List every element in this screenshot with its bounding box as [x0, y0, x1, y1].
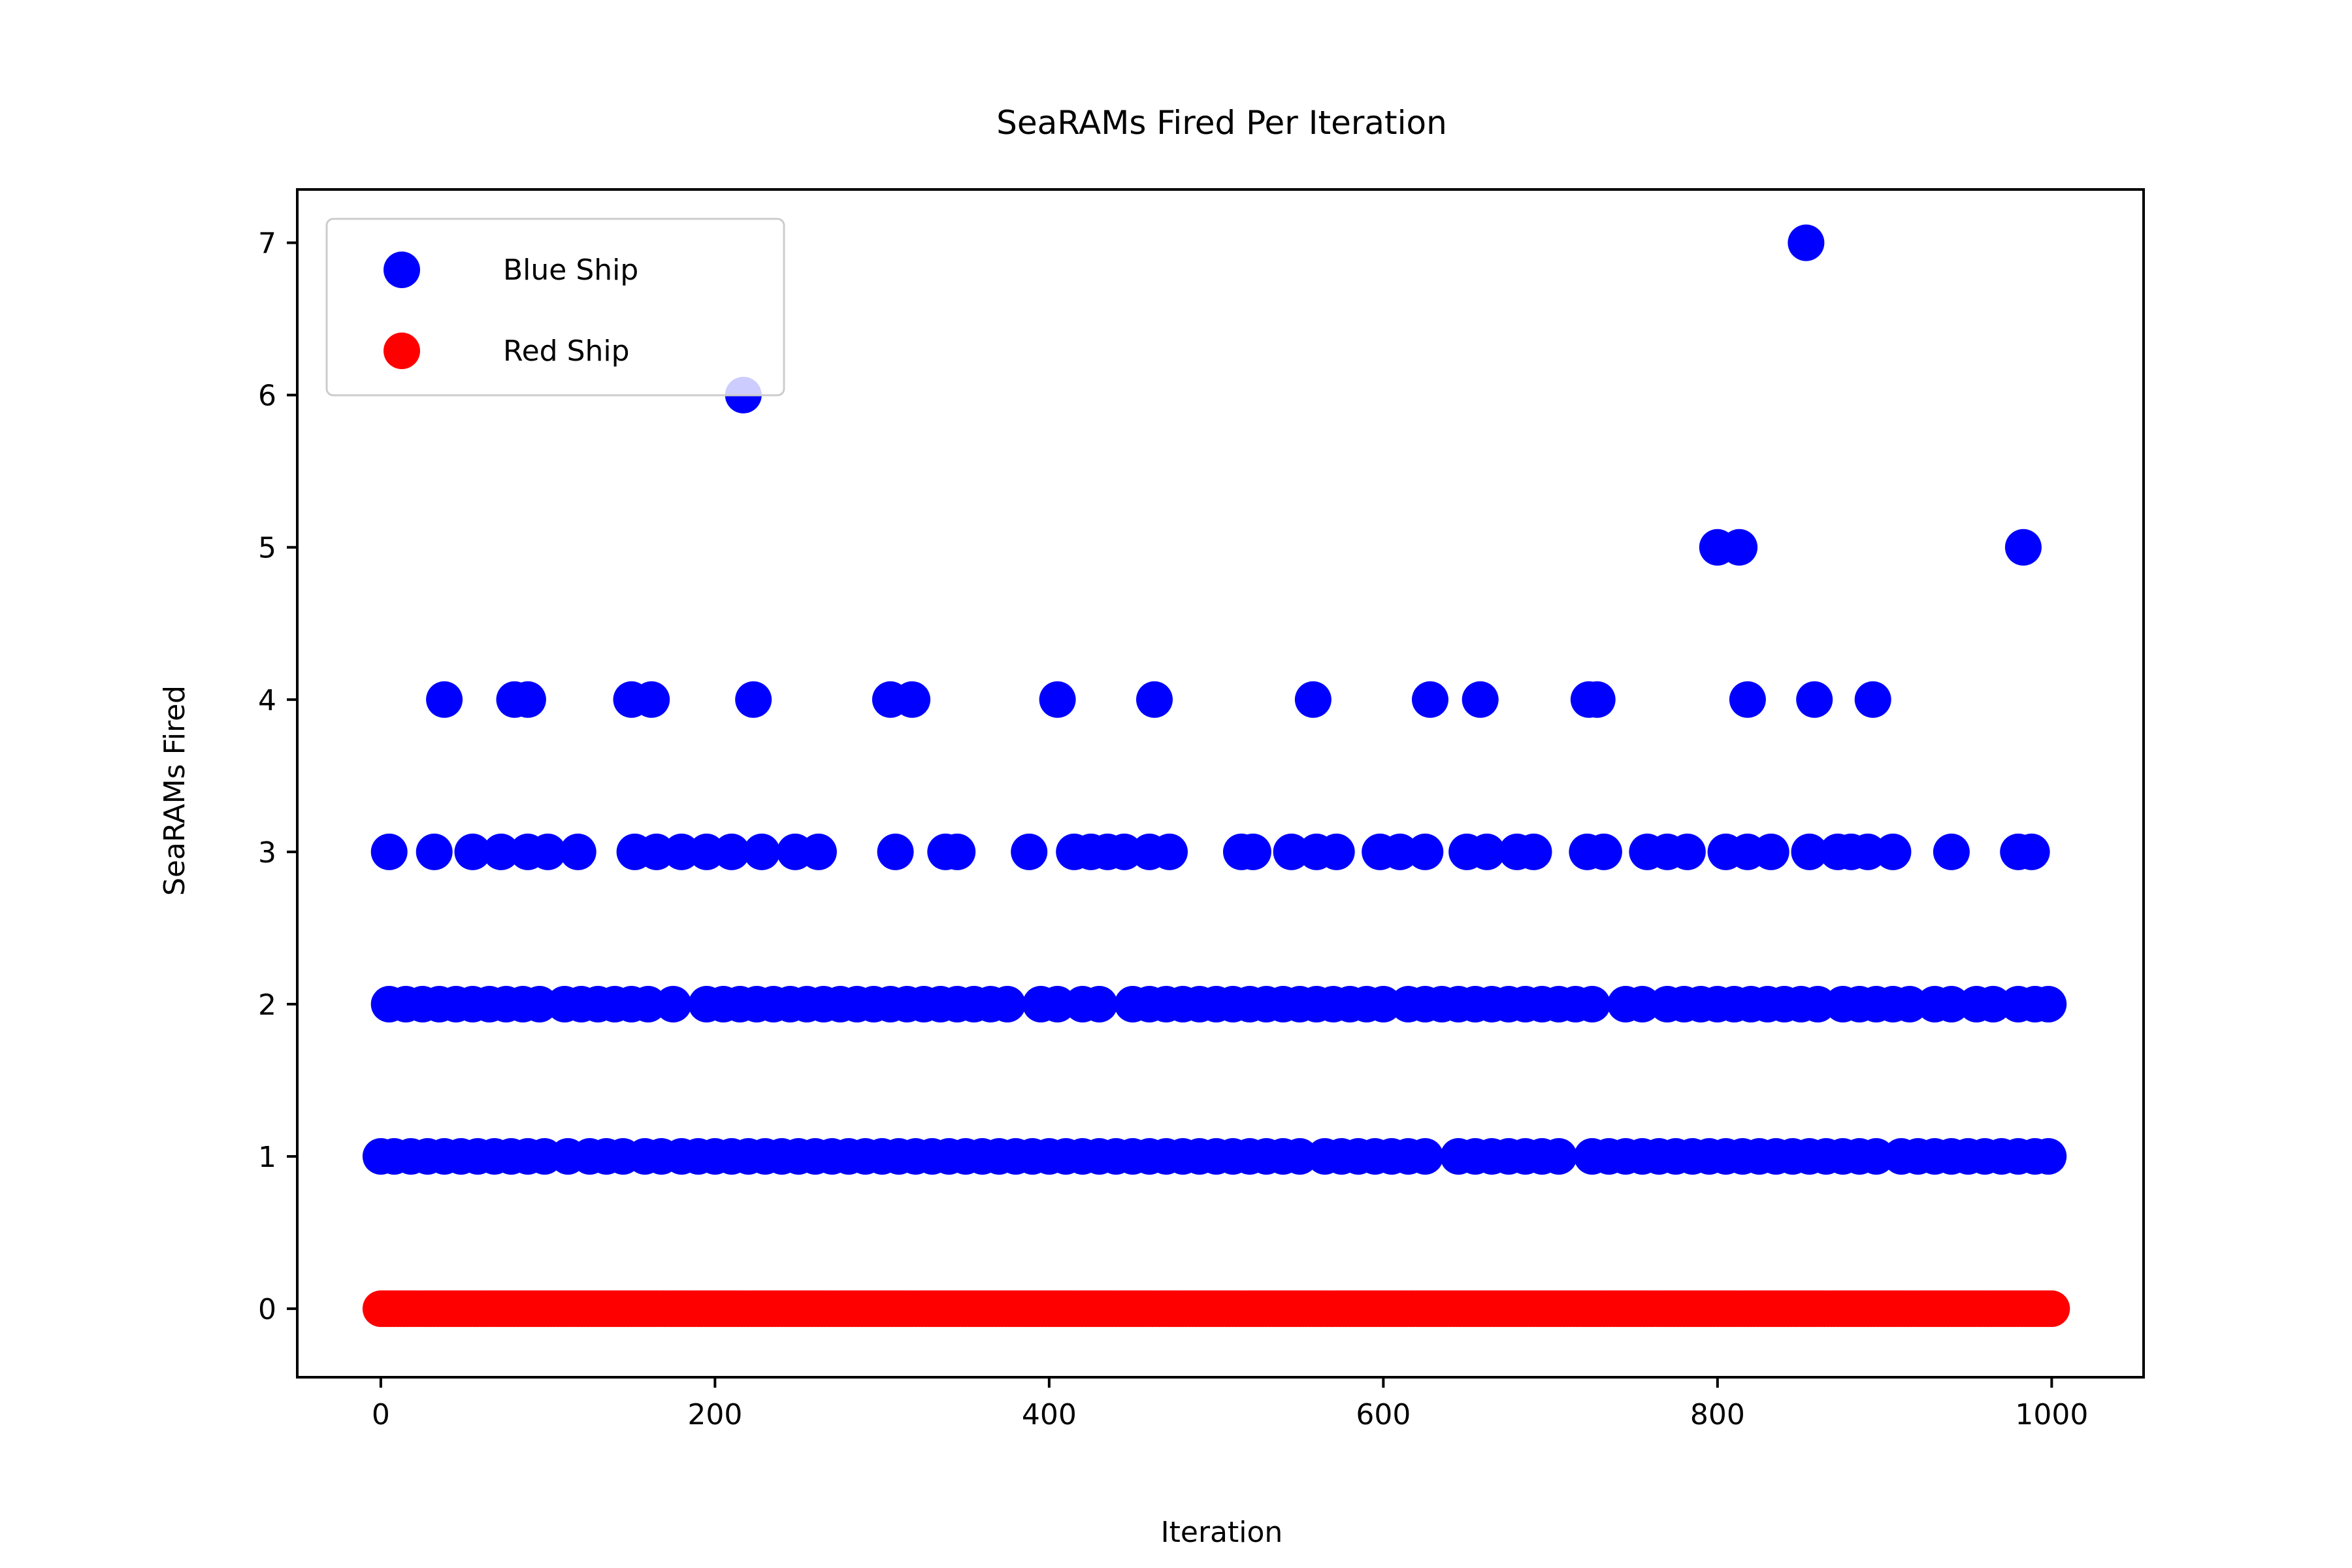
blue-ship-point [1468, 833, 1505, 870]
blue-ship-point [1462, 681, 1499, 718]
blue-ship-point [1081, 986, 1118, 1022]
blue-ship-point [1874, 833, 1912, 870]
blue-ship-point [735, 681, 772, 718]
blue-ship-point [1752, 833, 1789, 870]
x-tick-label: 800 [1690, 1398, 1745, 1431]
blue-ship-point [1854, 681, 1891, 718]
y-axis-ticks: 0 1 2 3 4 5 6 7 [258, 227, 297, 1326]
y-tick-label: 5 [258, 532, 276, 565]
blue-ship-point [509, 681, 546, 718]
blue-ship-point [1974, 986, 2012, 1022]
y-tick-label: 4 [258, 684, 276, 717]
blue-ship-point [1407, 833, 1444, 870]
blue-ship-point [1105, 833, 1143, 870]
legend-marker-blue [384, 252, 420, 288]
blue-ship-point [483, 833, 519, 870]
x-tick-label: 1000 [2015, 1398, 2088, 1431]
blue-ship-point [1039, 986, 1076, 1022]
y-tick-label: 1 [258, 1141, 276, 1174]
blue-ship-point [1136, 681, 1173, 718]
x-tick-label: 200 [687, 1398, 742, 1431]
blue-ship-point [663, 833, 700, 870]
blue-ship-point [655, 986, 692, 1022]
x-tick-label: 600 [1356, 1398, 1411, 1431]
blue-ship-point [1721, 529, 1758, 566]
legend-marker-red [384, 333, 420, 369]
blue-ship-point [1011, 833, 1048, 870]
blue-ship-point [426, 681, 463, 718]
blue-ship-point [713, 833, 750, 870]
legend-label-red: Red Ship [503, 335, 630, 368]
blue-ship-point [1381, 833, 1418, 870]
blue-ship-point [688, 833, 725, 870]
blue-ship-point [2030, 986, 2067, 1022]
blue-ship-point [1412, 681, 1448, 718]
blue-ship-point [1574, 986, 1610, 1022]
blue-ship-point [1294, 681, 1331, 718]
blue-ship-point [877, 833, 914, 870]
blue-ship-point [630, 986, 667, 1022]
y-tick-label: 3 [258, 836, 276, 870]
y-axis-label: SeaRAMs Fired [158, 685, 191, 896]
blue-ship-point [2013, 833, 2050, 870]
y-tick-label: 6 [258, 380, 276, 413]
blue-ship-point [1151, 833, 1188, 870]
blue-ship-point [1669, 833, 1706, 870]
blue-ship-point [633, 681, 670, 718]
blue-ship-point [2030, 1138, 2067, 1175]
blue-ship-point [1273, 833, 1310, 870]
blue-ship-point [1850, 833, 1886, 870]
blue-ship-point [454, 833, 491, 870]
y-tick-label: 0 [258, 1293, 276, 1326]
red-ship-point [2033, 1290, 2070, 1328]
blue-ship-point [529, 833, 566, 870]
blue-ship-point [521, 986, 558, 1022]
blue-ship-point [1281, 1138, 1318, 1175]
blue-ship-point [939, 833, 976, 870]
blue-ship-point [1515, 833, 1552, 870]
blue-ship-point [559, 833, 596, 870]
blue-ship-point [1039, 681, 1076, 718]
blue-ship-point [1540, 1138, 1577, 1175]
blue-ship-point [2004, 529, 2042, 566]
blue-ship-point [1624, 986, 1661, 1022]
legend-frame [325, 218, 785, 397]
blue-ship-point [638, 833, 675, 870]
blue-ship-point [1891, 986, 1928, 1022]
blue-ship-point [1857, 1138, 1895, 1175]
blue-ship-point [1234, 833, 1271, 870]
y-tick-label: 2 [258, 988, 276, 1022]
blue-ship-point [1933, 986, 1970, 1022]
blue-ship-point [416, 833, 453, 870]
x-tick-label: 400 [1022, 1398, 1077, 1431]
blue-ship-point [1729, 681, 1766, 718]
blue-ship-point [1799, 986, 1837, 1022]
blue-ship-point [1933, 833, 1970, 870]
x-tick-label: 0 [372, 1398, 390, 1431]
blue-ship-point [1796, 681, 1833, 718]
y-tick-label: 7 [258, 227, 276, 261]
blue-ship-point [743, 833, 780, 870]
blue-ship-point [894, 681, 931, 718]
x-axis-ticks: 0 200 400 600 800 1000 [372, 1377, 2088, 1431]
blue-ship-point [1578, 681, 1616, 718]
blue-ship-point [370, 833, 408, 870]
blue-ship-point [1585, 833, 1622, 870]
blue-ship-point [988, 986, 1026, 1022]
blue-ship-point [1788, 224, 1825, 261]
legend: Blue Ship Red Ship [325, 218, 785, 397]
legend-label-blue: Blue Ship [503, 253, 638, 287]
blue-ship-point [1407, 1138, 1444, 1175]
x-axis-label: Iteration [1161, 1516, 1283, 1549]
blue-ship-point [1791, 833, 1828, 870]
plot-frame [296, 188, 2145, 1379]
chart-title: SeaRAMs Fired Per Iteration [996, 104, 1447, 142]
blue-ship-point [1365, 986, 1402, 1022]
blue-ship-point [800, 833, 837, 870]
points-layer [362, 224, 2070, 1328]
blue-ship-point [1318, 833, 1355, 870]
